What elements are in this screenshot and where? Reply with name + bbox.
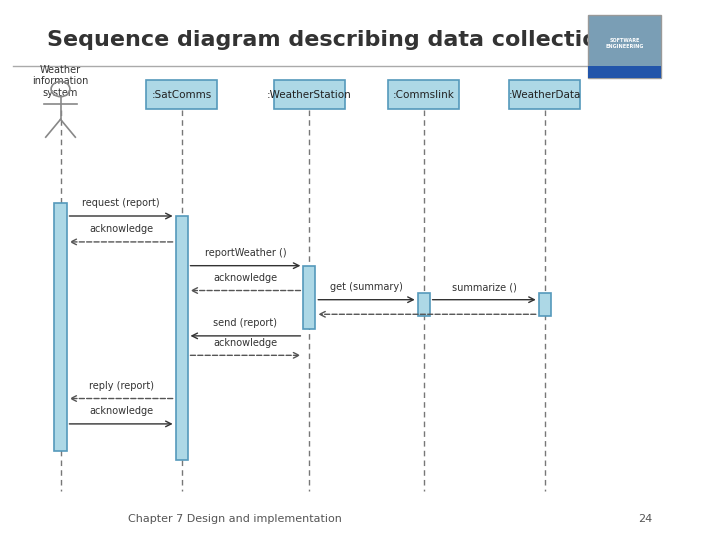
Text: Weather
information
system: Weather information system: [32, 65, 89, 98]
Bar: [509, 79, 580, 109]
Bar: [418, 293, 430, 316]
Bar: [388, 79, 459, 109]
Bar: [146, 79, 217, 109]
Text: get (summary): get (summary): [330, 282, 403, 292]
Text: Sequence diagram describing data collection: Sequence diagram describing data collect…: [47, 30, 613, 51]
Bar: [176, 216, 188, 460]
Text: :SatComms: :SatComms: [151, 90, 212, 99]
Bar: [588, 15, 661, 78]
Text: request (report): request (report): [82, 198, 160, 208]
Text: :WeatherData: :WeatherData: [508, 90, 581, 99]
Text: acknowledge: acknowledge: [213, 273, 277, 283]
Text: Chapter 7 Design and implementation: Chapter 7 Design and implementation: [128, 514, 342, 524]
Bar: [274, 79, 345, 109]
Text: acknowledge: acknowledge: [89, 406, 153, 416]
Text: acknowledge: acknowledge: [89, 224, 153, 234]
Text: :Commslink: :Commslink: [392, 90, 454, 99]
Text: summarize (): summarize (): [451, 282, 516, 292]
Text: SOFTWARE
ENGINEERING: SOFTWARE ENGINEERING: [606, 38, 644, 49]
Text: acknowledge: acknowledge: [213, 338, 277, 348]
Text: reportWeather (): reportWeather (): [204, 248, 287, 258]
Bar: [55, 202, 66, 451]
Text: 24: 24: [638, 514, 652, 524]
Text: send (report): send (report): [213, 318, 277, 328]
Bar: [588, 66, 661, 78]
Text: reply (report): reply (report): [89, 381, 153, 391]
Bar: [539, 293, 551, 316]
Text: :WeatherStation: :WeatherStation: [267, 90, 351, 99]
Bar: [303, 266, 315, 329]
